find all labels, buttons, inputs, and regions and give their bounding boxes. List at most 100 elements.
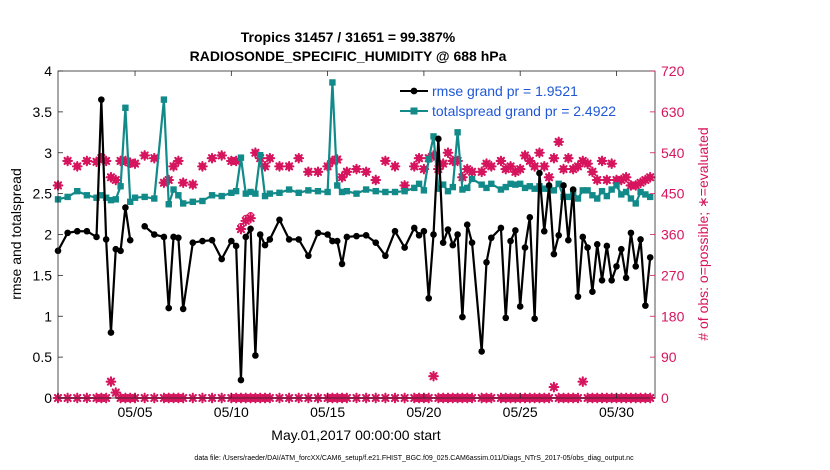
totalspread-point — [608, 186, 615, 193]
rmse-point — [242, 233, 250, 241]
rmse-point — [122, 204, 129, 211]
obs-evaluated-point — [351, 163, 362, 175]
obs-evaluated-point — [71, 161, 83, 172]
rmse-point — [343, 233, 351, 241]
rmse-point — [632, 263, 640, 270]
totalspread-point — [266, 190, 274, 197]
rmse-point — [516, 303, 524, 310]
obs-evaluated-point — [389, 161, 401, 172]
y-right-tick-label: 540 — [661, 145, 685, 161]
chart-subtitle: RADIOSONDE_SPECIFIC_HUMIDITY @ 688 hPa — [190, 48, 507, 64]
y-right-tick-label: 90 — [661, 349, 677, 365]
obs-evaluated-point — [177, 177, 189, 189]
rmse-point — [478, 348, 485, 355]
rmse-point — [410, 224, 418, 232]
rmse-point — [608, 276, 615, 284]
rmse-point — [497, 224, 505, 232]
totalspread-point — [252, 190, 259, 197]
rmse-point — [613, 263, 620, 270]
obs-evaluated-point — [606, 158, 618, 169]
obs-evaluated-point — [283, 161, 295, 172]
obs-evaluated-point — [360, 166, 372, 178]
totalspread-point — [343, 187, 351, 195]
totalspread-point — [598, 187, 606, 195]
obs-evaluated-point — [81, 155, 93, 167]
rmse-point — [232, 242, 240, 250]
rmse-point — [333, 237, 341, 245]
totalspread-point — [218, 192, 225, 200]
totalspread-point — [314, 187, 322, 195]
rmse-point — [117, 247, 124, 255]
rmse-point — [285, 236, 293, 243]
totalspread-point — [102, 194, 110, 201]
rmse-point — [468, 239, 476, 246]
obs-evaluated-point — [562, 152, 574, 164]
rmse-point — [507, 237, 514, 245]
totalspread-point — [550, 187, 558, 194]
rmse-point — [540, 227, 548, 235]
rmse-point — [637, 236, 644, 243]
totalspread-point — [329, 79, 336, 86]
totalspread-point — [362, 186, 370, 193]
rmse-point — [362, 232, 370, 239]
chart-title: Tropics 31457 / 31651 = 99.387% — [241, 29, 456, 45]
obs-rejected-point — [105, 376, 117, 388]
totalspread-point — [391, 188, 399, 196]
legend-rmse-marker — [410, 87, 418, 95]
obs-evaluated-point — [466, 166, 478, 178]
rmse-point — [126, 236, 134, 244]
rmse-point — [488, 234, 495, 242]
rmse-point — [401, 244, 408, 251]
rmse-point — [247, 225, 254, 233]
totalspread-point — [512, 181, 519, 188]
totalspread-point — [382, 188, 389, 196]
totalspread-point — [295, 189, 302, 197]
totalspread-point — [646, 193, 654, 201]
rmse-point — [252, 352, 259, 359]
obs-evaluated-point — [548, 152, 560, 164]
totalspread-point — [170, 186, 177, 193]
totalspread-point — [613, 182, 620, 189]
x-tick-label: 05/10 — [214, 404, 249, 420]
rmse-point — [261, 241, 269, 249]
totalspread-point — [411, 184, 418, 192]
obs-evaluated-point — [293, 152, 305, 164]
totalspread-point — [516, 180, 524, 188]
rmse-point — [107, 329, 115, 336]
obs-evaluated-point — [264, 152, 276, 164]
y-left-label: rmse and totalspread — [8, 168, 24, 300]
obs-evaluated-point — [341, 166, 353, 178]
totalspread-point — [160, 96, 168, 103]
rmse-point — [228, 237, 235, 245]
totalspread-point — [247, 188, 254, 196]
totalspread-point — [483, 184, 490, 192]
rmse-point — [521, 244, 529, 251]
totalspread-point — [541, 185, 548, 192]
obs-evaluated-point — [505, 161, 516, 172]
rmse-point — [353, 232, 360, 240]
rmse-point — [550, 250, 558, 258]
rmse-point — [98, 96, 105, 103]
obs-evaluated-point — [139, 150, 151, 161]
x-tick-label: 05/30 — [599, 404, 634, 420]
legend-spread-marker — [410, 107, 418, 115]
obs-evaluated-point — [534, 147, 545, 159]
obs-evaluated-point — [587, 166, 598, 178]
totalspread-point — [338, 188, 346, 196]
totalspread-point — [531, 185, 538, 192]
legend: rmse grand pr = 1.9521 totalspread grand… — [400, 83, 616, 119]
rmse-point — [502, 314, 510, 322]
obs-evaluated-point — [418, 163, 430, 175]
rmse-point — [579, 233, 587, 241]
rmse-point — [382, 252, 389, 260]
obs-evaluated-point — [259, 161, 271, 172]
obs-evaluated-point — [543, 171, 555, 183]
obs-evaluated-point — [274, 161, 285, 172]
obs-evaluated-point — [644, 171, 656, 183]
rmse-point — [305, 252, 312, 260]
totalspread-point — [521, 184, 529, 192]
totalspread-point — [622, 188, 630, 196]
rmse-point — [598, 276, 606, 284]
rmse-point — [324, 231, 331, 238]
rmse-point — [642, 302, 649, 309]
